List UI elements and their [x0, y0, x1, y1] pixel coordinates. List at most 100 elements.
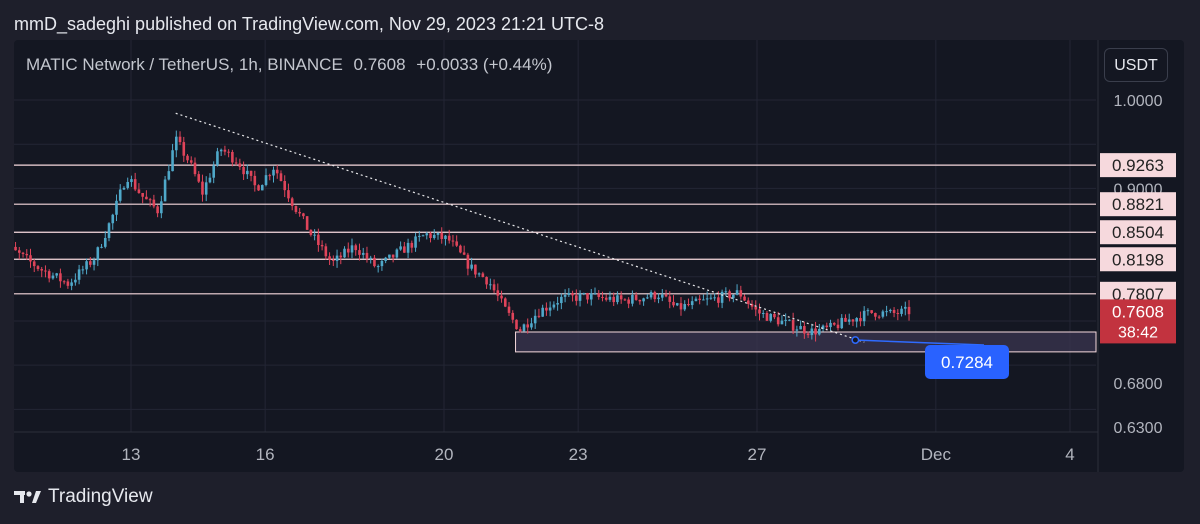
x-tick-label: 16: [256, 445, 275, 464]
candle-body: [537, 315, 541, 317]
candle: [305, 216, 309, 230]
candle: [25, 249, 29, 260]
candle-body: [560, 296, 563, 304]
candle: [638, 299, 642, 305]
last-price-tag: [1100, 299, 1176, 344]
candle-body: [466, 254, 470, 269]
candle-body: [859, 318, 862, 322]
candle: [126, 177, 130, 190]
candle: [208, 173, 212, 184]
candle-body: [459, 245, 462, 253]
candle-body: [186, 155, 189, 161]
candle: [272, 166, 275, 183]
candle: [111, 213, 115, 230]
candle: [855, 317, 858, 328]
candle-body: [163, 179, 167, 202]
candle-body: [586, 293, 589, 300]
candle: [874, 312, 877, 321]
level-price-tag: [1100, 247, 1176, 272]
brand-name: TradingView: [48, 486, 153, 507]
candle-body: [739, 290, 743, 297]
candle-body: [795, 329, 799, 331]
candle-body: [410, 242, 414, 248]
candle-body: [335, 255, 339, 261]
candle: [526, 318, 530, 334]
candle-body: [821, 325, 825, 330]
candle-body: [317, 234, 320, 246]
candle-body: [92, 260, 96, 265]
candle: [608, 291, 612, 302]
candle-body: [728, 291, 731, 299]
candle: [275, 164, 279, 179]
candle: [395, 248, 399, 259]
candle: [746, 297, 750, 309]
candle: [885, 305, 888, 317]
candle-body: [290, 198, 294, 207]
candle: [257, 184, 260, 191]
candle: [870, 310, 873, 314]
candle: [836, 318, 840, 331]
candle: [698, 295, 701, 305]
candle-body: [130, 179, 133, 182]
candle-body: [29, 255, 32, 262]
candle-body: [208, 177, 212, 183]
candle: [754, 300, 758, 317]
candle: [17, 246, 21, 260]
candle: [47, 269, 51, 283]
candle-body: [320, 245, 324, 247]
target-label-text: 0.7284: [941, 353, 993, 372]
candle: [216, 147, 219, 167]
candle: [892, 307, 896, 318]
candle-body: [246, 170, 249, 175]
candle-body: [25, 253, 29, 256]
candle: [178, 131, 182, 146]
candle: [623, 298, 627, 301]
candle-body: [36, 266, 40, 270]
candle-body: [601, 296, 604, 298]
candle-body: [604, 297, 608, 300]
candle: [769, 313, 773, 323]
candle-body: [709, 297, 713, 299]
candle: [545, 302, 548, 316]
candle: [518, 326, 522, 333]
candle: [530, 317, 533, 330]
candle-body: [500, 295, 503, 299]
candle: [713, 293, 716, 301]
candle-body: [687, 304, 690, 306]
candle-body: [264, 175, 268, 186]
tradingview-brand[interactable]: TradingView: [14, 486, 153, 508]
price-chart[interactable]: 0.72841.00000.90000.68000.63000.92630.88…: [14, 40, 1184, 472]
candle-body: [713, 297, 716, 299]
candle-body: [690, 301, 694, 306]
currency-button[interactable]: USDT: [1104, 48, 1168, 82]
candle: [679, 297, 683, 316]
candle: [406, 238, 410, 259]
candle-body: [324, 246, 328, 257]
candle: [818, 323, 821, 336]
candle-body: [724, 291, 728, 293]
candle-body: [582, 293, 586, 295]
candle-body: [223, 149, 227, 152]
candle-body: [683, 304, 687, 310]
candle-body: [17, 250, 21, 253]
candle-body: [70, 282, 73, 286]
candle-body: [545, 307, 548, 311]
tradingview-logo-icon: [14, 491, 41, 503]
candle: [89, 257, 92, 268]
candle-body: [646, 297, 649, 299]
candle-body: [339, 255, 343, 258]
candle-body: [242, 166, 245, 175]
candle-body: [503, 298, 507, 307]
candle: [642, 297, 645, 306]
candle-body: [201, 181, 204, 195]
candle-body: [332, 259, 335, 261]
candle: [466, 252, 470, 276]
candle: [459, 244, 462, 254]
candle-body: [776, 317, 780, 325]
chart-pane[interactable]: 0.7284 1.0000 0.9000 0.6800 0.6300 0.9263 0.88…: [14, 40, 1184, 472]
candle-body: [294, 206, 298, 212]
candle: [219, 148, 223, 156]
candle: [683, 300, 687, 312]
candle-body: [212, 165, 215, 178]
candle: [795, 325, 799, 337]
